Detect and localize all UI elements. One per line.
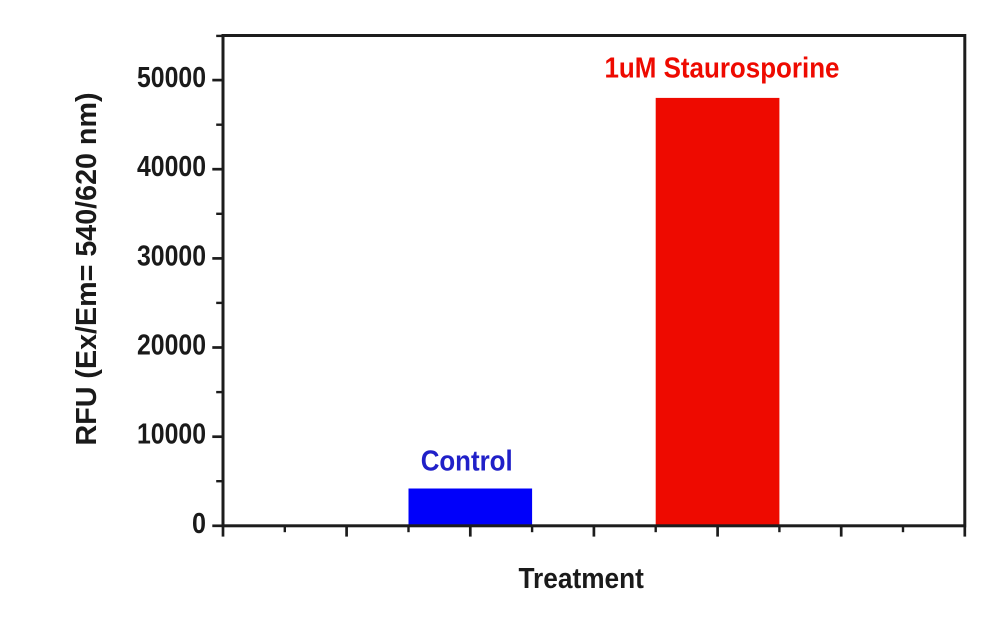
svg-text:0: 0 xyxy=(192,508,206,540)
svg-text:50000: 50000 xyxy=(137,62,206,94)
svg-text:RFU (Ex/Em= 540/620 nm): RFU (Ex/Em= 540/620 nm) xyxy=(71,93,103,446)
svg-text:30000: 30000 xyxy=(137,240,206,272)
svg-text:10000: 10000 xyxy=(137,419,206,451)
svg-text:Control: Control xyxy=(421,446,513,478)
svg-text:20000: 20000 xyxy=(137,330,206,362)
svg-text:Treatment: Treatment xyxy=(518,563,644,595)
svg-text:1uM Staurosporine: 1uM Staurosporine xyxy=(605,53,840,85)
svg-text:40000: 40000 xyxy=(137,151,206,183)
